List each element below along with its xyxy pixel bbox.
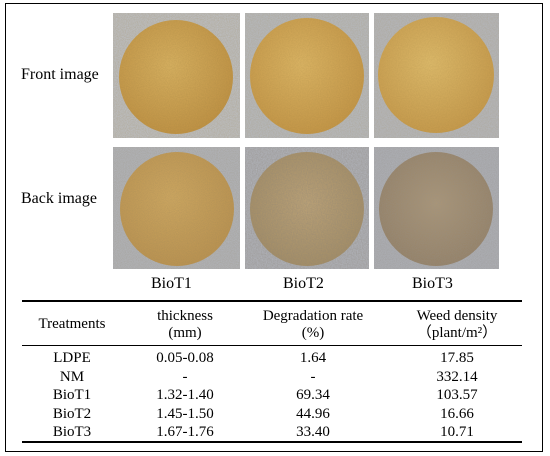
- table-cell-degradation-rate: -: [310, 368, 316, 385]
- table-cell-weed-density: 332.14: [436, 368, 478, 385]
- photo-front-biot1: [113, 13, 240, 138]
- row-label-front: Front image: [21, 66, 99, 83]
- table-header-rule: [22, 345, 522, 346]
- photo-back-biot1: [113, 147, 240, 269]
- photo-front-biot2: [245, 13, 369, 138]
- column-label-biot3: BioT3: [412, 275, 453, 292]
- column-label-biot1: BioT1: [151, 275, 192, 292]
- photo-back-biot2: [245, 147, 369, 269]
- table-cell-thickness: 1.45-1.50: [156, 405, 214, 422]
- row-label-back: Back image: [21, 190, 97, 207]
- table-cell-treatment: BioT1: [52, 387, 92, 404]
- table-cell-degradation-rate: 1.64: [299, 350, 327, 366]
- header-treatments: Treatments: [38, 316, 106, 332]
- header-weed-density: Weed density （plant/m²）: [416, 308, 498, 341]
- table-cell-weed-density: 17.85: [440, 350, 474, 366]
- photo-back-biot3: [374, 147, 499, 269]
- table-cell-weed-density: 103.57: [436, 387, 478, 404]
- column-label-biot2: BioT2: [283, 275, 324, 292]
- table-cell-degradation-rate: 44.96: [296, 405, 330, 422]
- header-thickness: thickness (mm): [157, 308, 213, 341]
- table-cell-thickness: 0.05-0.08: [156, 350, 214, 366]
- table-cell-thickness: 1.67-1.76: [156, 424, 214, 441]
- photo-front-biot3: [374, 13, 499, 138]
- table-cell-treatment: BioT3: [52, 424, 92, 441]
- table-cell-weed-density: 16.66: [440, 405, 474, 422]
- table-cell-thickness: 1.32-1.40: [156, 387, 214, 404]
- table-cell-degradation-rate: 69.34: [296, 387, 330, 404]
- table-cell-thickness: -: [182, 368, 188, 385]
- table-cell-treatment: NM: [59, 368, 85, 385]
- table-cell-treatment: LDPE: [53, 350, 91, 366]
- table-cell-weed-density: 10.71: [440, 424, 474, 441]
- table-cell-treatment: BioT2: [52, 405, 92, 422]
- figure-frame: [5, 3, 543, 452]
- table-cell-degradation-rate: 33.40: [296, 424, 330, 441]
- header-degradation-rate: Degradation rate (%): [262, 308, 364, 341]
- table-top-rule: [22, 300, 522, 302]
- table-bottom-rule: [22, 441, 522, 443]
